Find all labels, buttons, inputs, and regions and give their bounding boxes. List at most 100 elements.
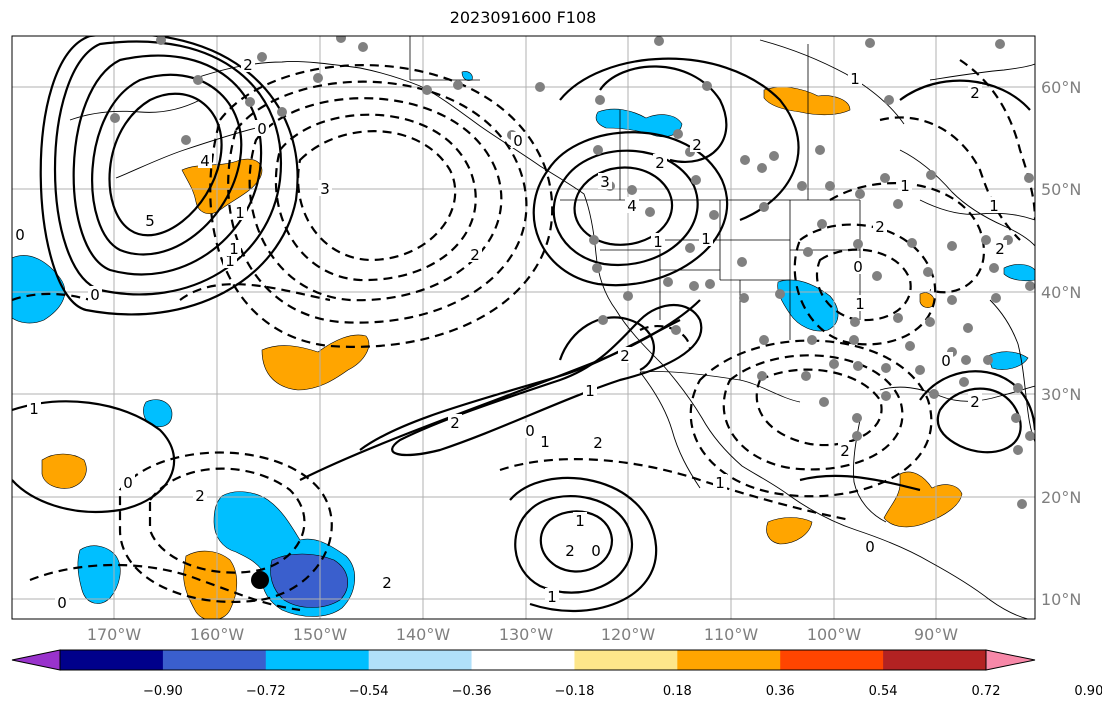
contour-label-bg — [968, 393, 982, 409]
contour-label-bg — [653, 154, 667, 170]
colorbar-label: 0.54 — [869, 684, 898, 699]
colorbar-block — [574, 650, 678, 670]
contour-label-bg — [468, 246, 482, 262]
lon-tick-label: 120°W — [601, 625, 656, 644]
contour-label: 0 — [90, 286, 100, 304]
lon-tick-labels: 170°W 160°W 150°W 140°W 130°W 120°W 110°… — [87, 625, 958, 644]
contour-label: 0 — [57, 594, 67, 612]
contour-label-bg — [853, 295, 867, 311]
contour-label-bg — [121, 474, 135, 490]
colorbar-block — [883, 650, 987, 670]
contour-label-bg — [625, 197, 639, 213]
contour-label-bg — [838, 442, 852, 458]
contour-label: 1 — [235, 204, 245, 222]
contour-label: 1 — [575, 512, 585, 530]
contour-label-bg — [651, 233, 665, 249]
colorbar-label: 0.18 — [663, 684, 692, 699]
contour-label: 2 — [995, 240, 1005, 258]
colorbar-label: −0.18 — [555, 684, 595, 699]
colorbar-label: 0.36 — [766, 684, 795, 699]
contour-label-bg — [545, 588, 559, 604]
contour-label-bg — [233, 204, 247, 220]
contour-label: 2 — [970, 393, 980, 411]
colorbar-block — [368, 650, 473, 670]
contour-label-bg — [993, 240, 1007, 256]
contour-label-bg — [538, 433, 552, 449]
lat-tick-label: 30°N — [1041, 385, 1081, 404]
contour-label: 1 — [540, 433, 550, 451]
contour-label-bg — [873, 218, 887, 234]
marker-point — [251, 571, 269, 589]
contour-label: 1 — [855, 295, 865, 313]
lat-tick-label: 20°N — [1041, 488, 1081, 507]
map-title: 2023091600 F108 — [449, 8, 597, 27]
colorbar-block — [265, 650, 370, 670]
contour-label-bg — [898, 177, 912, 193]
contour-label: 0 — [865, 538, 875, 556]
contour-label: 0 — [591, 542, 601, 560]
contour-label: 1 — [229, 240, 239, 258]
contour-labels: 2450132134201122012101202121001021212012… — [13, 56, 1007, 612]
contour-label: 2 — [875, 218, 885, 236]
contour-label: 0 — [853, 258, 863, 276]
contour-label-bg — [589, 542, 603, 558]
contour-label: 1 — [585, 382, 595, 400]
contour-label: 2 — [382, 574, 392, 592]
lon-tick-label: 90°W — [914, 625, 958, 644]
contour-label: 0 — [257, 120, 267, 138]
contour-label: 1 — [547, 588, 557, 606]
colorbar-labels: −0.90 −0.72 −0.54 −0.36 −0.18 0.18 0.36 0.54 0.7… — [143, 684, 1102, 699]
contour-label: 2 — [970, 84, 980, 102]
contour-label-bg — [511, 132, 525, 148]
contour-label: 2 — [692, 136, 702, 154]
contour-label-bg — [143, 212, 157, 228]
contour-label-bg — [591, 434, 605, 450]
contour-label-bg — [88, 286, 102, 302]
contour-label-bg — [193, 487, 207, 503]
contour-label-bg — [523, 422, 537, 438]
contour-label: 3 — [600, 173, 610, 191]
gridlines — [12, 36, 1035, 619]
colorbar-block — [471, 650, 575, 670]
contour-label: 1 — [715, 474, 725, 492]
contour-label: 4 — [200, 152, 210, 170]
lon-tick-label: 150°W — [293, 625, 348, 644]
contour-label-bg — [851, 258, 865, 274]
contour-label-bg — [618, 347, 632, 363]
contour-label: 1 — [29, 400, 39, 418]
contour-label-bg — [598, 173, 612, 189]
positive-contours — [12, 36, 1035, 613]
contour-label: 1 — [989, 197, 999, 215]
contour-label-bg — [380, 574, 394, 590]
contour-label: 2 — [470, 246, 480, 264]
contour-label: 2 — [593, 434, 603, 452]
contour-label-bg — [13, 226, 27, 242]
contour-label-bg — [27, 400, 41, 416]
colorbar-right-extension — [985, 649, 1036, 671]
contour-label: 0 — [123, 474, 133, 492]
lon-tick-label: 140°W — [396, 625, 451, 644]
contour-label: 2 — [840, 442, 850, 460]
contour-label: 2 — [195, 487, 205, 505]
colorbar-label: −0.72 — [246, 684, 286, 699]
lon-tick-label: 130°W — [499, 625, 554, 644]
contour-label: 0 — [513, 132, 523, 150]
lon-tick-label: 110°W — [704, 625, 759, 644]
lon-tick-label: 170°W — [87, 625, 142, 644]
contour-label-bg — [713, 474, 727, 490]
contour-label-bg — [939, 352, 953, 368]
lat-tick-labels: 60°N 50°N 40°N 30°N 20°N 10°N — [1041, 78, 1081, 609]
lon-tick-label: 100°W — [807, 625, 862, 644]
contour-label: 0 — [941, 352, 951, 370]
colorbar-blocks — [60, 650, 987, 670]
colorbar-label: 0.90 — [1074, 684, 1102, 699]
contour-label-bg — [255, 120, 269, 136]
contour-label: 2 — [243, 56, 253, 74]
contour-label-bg — [573, 512, 587, 528]
contour-label-bg — [968, 84, 982, 100]
contour-label: 1 — [701, 230, 711, 248]
contour-label: 2 — [655, 154, 665, 172]
lat-tick-label: 60°N — [1041, 78, 1081, 97]
plot-frame — [11, 35, 1036, 620]
